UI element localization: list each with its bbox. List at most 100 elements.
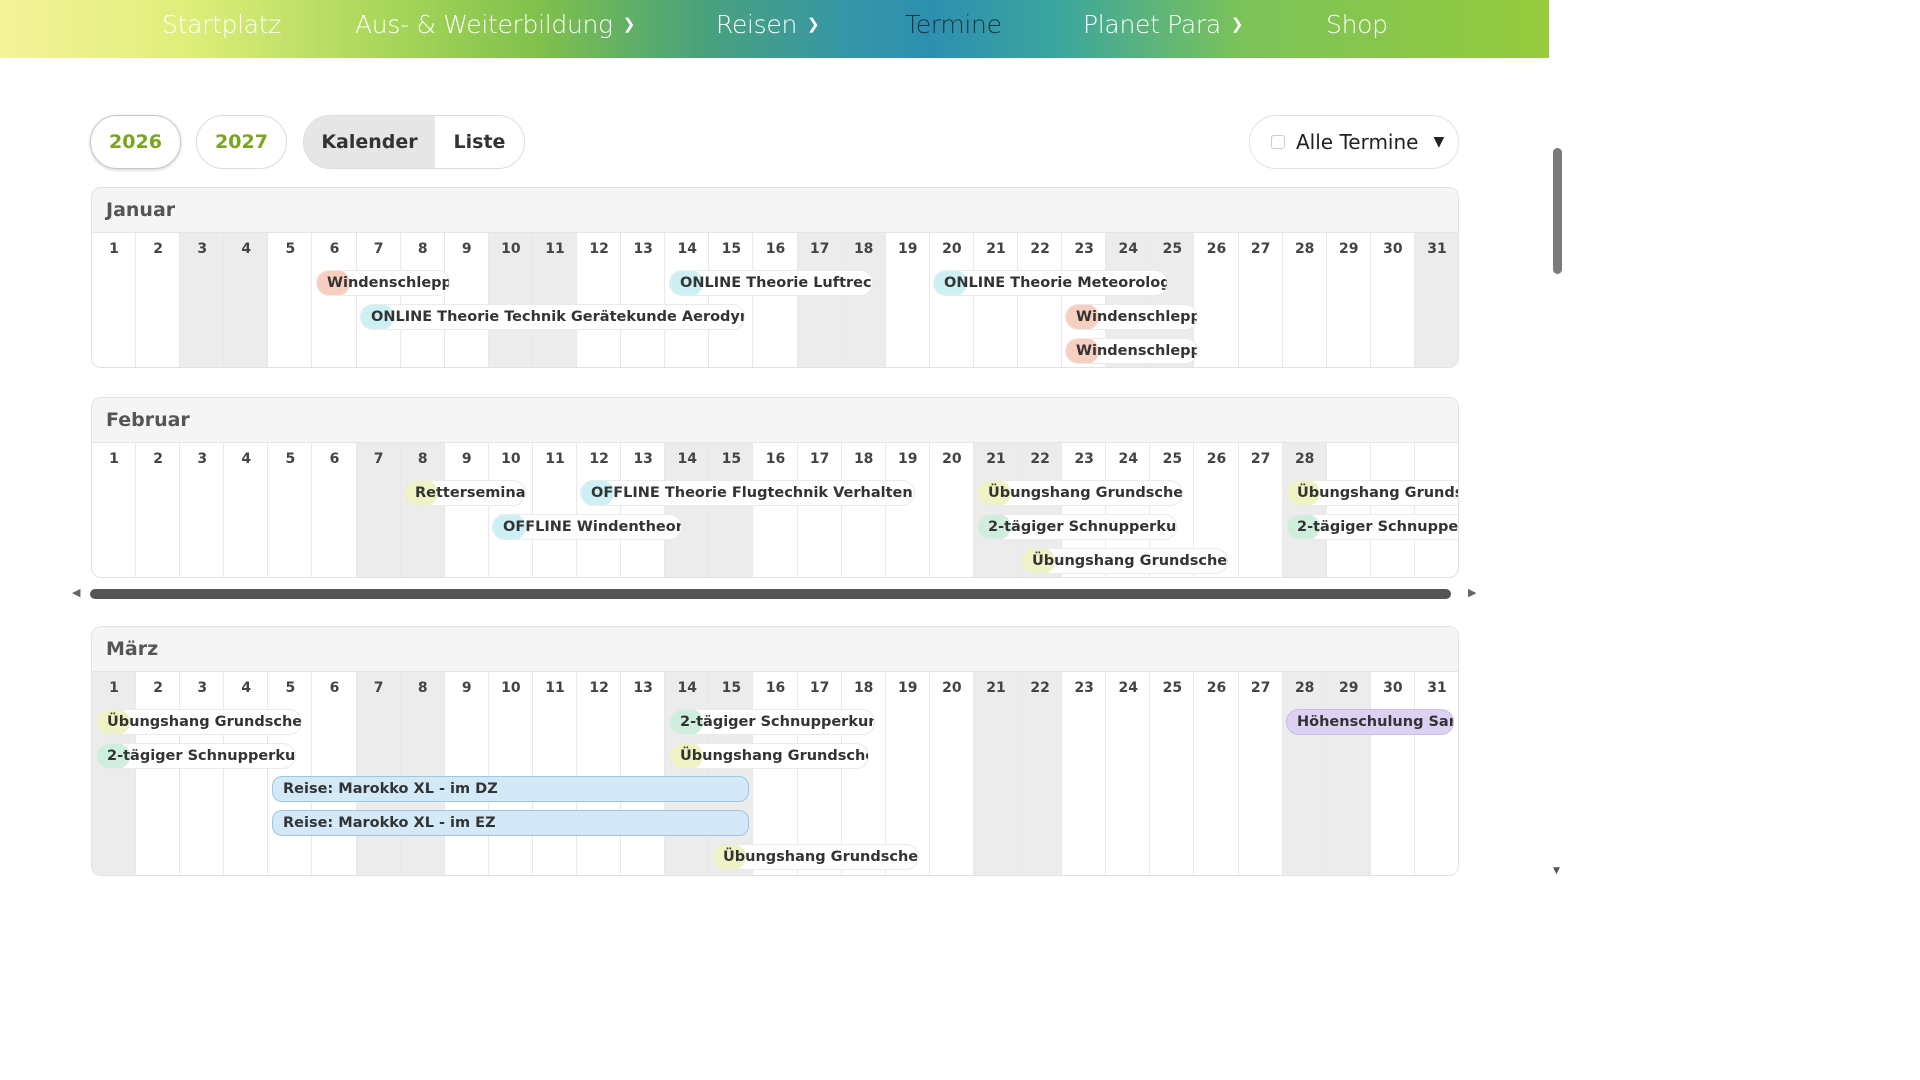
event-color-tag bbox=[670, 744, 703, 768]
day-number: 11 bbox=[545, 241, 565, 257]
nav-startplatz[interactable]: Startplatz bbox=[162, 10, 282, 39]
day-number: 21 bbox=[986, 451, 1006, 467]
day-column bbox=[268, 233, 313, 367]
calendar-event[interactable]: Übungshang Grundschein bbox=[1286, 480, 1458, 506]
nav-termine[interactable]: Termine bbox=[905, 10, 1002, 39]
calendar-event[interactable]: 2-tägiger Schnupperkurs bbox=[669, 709, 875, 735]
event-color-tag bbox=[405, 481, 438, 505]
day-number: 22 bbox=[1030, 451, 1050, 467]
calendar-event[interactable]: Höhenschulung Sand in Ta bbox=[1286, 709, 1454, 735]
day-number: 3 bbox=[197, 241, 208, 257]
calendar-event[interactable]: ONLINE Theorie Luftrecht bbox=[669, 270, 873, 296]
day-number: 16 bbox=[765, 451, 786, 467]
horizontal-scrollbar[interactable] bbox=[90, 589, 1451, 599]
day-number: 16 bbox=[765, 680, 786, 696]
scroll-left-icon[interactable]: ◀ bbox=[72, 586, 81, 599]
day-number: 25 bbox=[1162, 451, 1183, 467]
view-toggle: Kalender Liste bbox=[303, 115, 525, 169]
day-number: 22 bbox=[1030, 680, 1050, 696]
day-number: 6 bbox=[329, 680, 340, 696]
day-number: 19 bbox=[898, 451, 918, 467]
calendar-event[interactable]: Übungshang Grundschein bbox=[669, 743, 869, 769]
calendar-event[interactable]: Retterseminar bbox=[404, 480, 526, 506]
nav-planet-para[interactable]: Planet Para ❯ bbox=[1083, 10, 1244, 39]
day-column bbox=[974, 233, 1019, 367]
day-column bbox=[1106, 443, 1151, 577]
calendar-event[interactable]: OFFLINE Theorie Flugtechnik Verhalten i.… bbox=[580, 480, 915, 506]
day-number: 4 bbox=[241, 451, 252, 467]
day-number: 8 bbox=[417, 241, 428, 257]
day-column bbox=[798, 672, 842, 875]
scroll-down-icon[interactable]: ▼ bbox=[1553, 866, 1560, 876]
calendar-event[interactable]: 2-tägiger Schnupperkurs bbox=[1286, 514, 1458, 540]
day-number: 4 bbox=[241, 241, 252, 257]
event-color-tag bbox=[1287, 515, 1320, 539]
calendar-event[interactable]: Reise: Marokko XL - im DZ bbox=[272, 776, 749, 802]
calendar-event[interactable]: Übungshang Grundschein bbox=[96, 709, 302, 735]
day-column bbox=[268, 672, 313, 875]
calendar-event[interactable]: ONLINE Theorie Technik Gerätekunde Aerod… bbox=[360, 304, 745, 330]
calendar-event[interactable]: Windenschlepp bbox=[1065, 304, 1198, 330]
chevron-down-icon: ❯ bbox=[1230, 15, 1244, 33]
day-column bbox=[224, 443, 269, 577]
event-label: Reise: Marokko XL - im DZ bbox=[283, 781, 498, 797]
day-number: 22 bbox=[1030, 241, 1050, 257]
calendar-event[interactable]: OFFLINE Windentheorie bbox=[492, 514, 682, 540]
calendar-event[interactable]: Windenschlepp bbox=[1065, 338, 1198, 364]
event-label: ONLINE Theorie Technik Gerätekunde Aerod… bbox=[371, 309, 744, 325]
nav-aus-weiterbildung[interactable]: Aus- & Weiterbildung ❯ bbox=[355, 10, 636, 39]
calendar-event[interactable]: Übungshang Grundschein bbox=[1021, 548, 1228, 574]
nav-reisen[interactable]: Reisen ❯ bbox=[716, 10, 820, 39]
day-number: 13 bbox=[633, 451, 653, 467]
day-number: 15 bbox=[721, 241, 742, 257]
year-2027-button[interactable]: 2027 bbox=[196, 115, 287, 169]
nav-shop[interactable]: Shop bbox=[1326, 10, 1388, 39]
day-column bbox=[533, 233, 578, 367]
day-column bbox=[92, 672, 137, 875]
dropdown-arrow-icon: ▼ bbox=[1433, 134, 1445, 150]
day-column bbox=[92, 233, 137, 367]
calendar-event[interactable]: ONLINE Theorie Meteorologie bbox=[933, 270, 1168, 296]
day-column bbox=[1195, 443, 1239, 577]
scroll-right-icon[interactable]: ▶ bbox=[1468, 586, 1477, 599]
view-kalender-button[interactable]: Kalender bbox=[304, 116, 435, 168]
day-column bbox=[842, 443, 886, 577]
day-column bbox=[1327, 233, 1371, 367]
day-column bbox=[1371, 672, 1415, 875]
day-number: 8 bbox=[417, 680, 428, 696]
day-number: 13 bbox=[633, 241, 653, 257]
calendar-event[interactable]: Übungshang Grundschein bbox=[712, 844, 919, 870]
day-number: 31 bbox=[1427, 241, 1447, 257]
day-number: 19 bbox=[898, 241, 918, 257]
calendar-event[interactable]: Reise: Marokko XL - im EZ bbox=[272, 810, 749, 836]
year-2026-button[interactable]: 2026 bbox=[90, 115, 181, 169]
day-number: 10 bbox=[501, 241, 521, 257]
calendar-event[interactable]: 2-tägiger Schnupperkurs bbox=[96, 743, 296, 769]
day-column bbox=[1195, 233, 1239, 367]
day-column bbox=[1326, 672, 1371, 875]
calendar-event[interactable]: Übungshang Grundschein bbox=[977, 480, 1183, 506]
event-label: OFFLINE Windentheorie bbox=[503, 519, 682, 535]
day-column bbox=[400, 672, 445, 875]
day-number: 18 bbox=[853, 241, 874, 257]
day-column bbox=[1018, 233, 1063, 367]
month-title: März bbox=[92, 627, 1458, 672]
day-number: 24 bbox=[1118, 451, 1139, 467]
view-liste-button[interactable]: Liste bbox=[435, 116, 524, 168]
page-scrollbar[interactable] bbox=[1549, 0, 1568, 882]
calendar-event[interactable]: 2-tägiger Schnupperkurs bbox=[977, 514, 1177, 540]
calendar-event[interactable]: Windenschlepp bbox=[316, 270, 450, 296]
event-color-tag bbox=[581, 481, 614, 505]
day-number: 17 bbox=[809, 451, 830, 467]
day-number: 24 bbox=[1118, 241, 1139, 257]
month-title: Januar bbox=[92, 188, 1458, 233]
page-scrollbar-thumb[interactable] bbox=[1553, 148, 1562, 274]
event-color-tag bbox=[978, 515, 1011, 539]
filter-checkbox[interactable] bbox=[1271, 135, 1285, 149]
day-column bbox=[180, 443, 225, 577]
day-column bbox=[754, 672, 798, 875]
day-number: 18 bbox=[853, 451, 874, 467]
day-column bbox=[709, 443, 754, 577]
day-column bbox=[136, 233, 181, 367]
event-filter-select[interactable]: Alle Termine ▼ bbox=[1249, 115, 1459, 169]
